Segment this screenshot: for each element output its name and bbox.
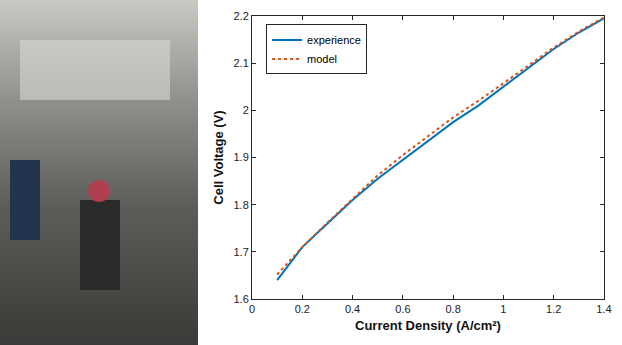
svg-text:0.6: 0.6 xyxy=(395,303,410,315)
svg-text:1.2: 1.2 xyxy=(546,303,561,315)
svg-text:0.4: 0.4 xyxy=(345,303,360,315)
svg-text:2: 2 xyxy=(243,104,249,116)
svg-text:1.8: 1.8 xyxy=(234,199,249,211)
svg-text:1.7: 1.7 xyxy=(234,246,249,258)
svg-text:0.8: 0.8 xyxy=(445,303,460,315)
svg-text:2.2: 2.2 xyxy=(234,10,249,22)
svg-text:Cell Voltage (V): Cell Voltage (V) xyxy=(211,110,226,204)
svg-text:0: 0 xyxy=(249,303,255,315)
svg-text:model: model xyxy=(307,53,337,65)
svg-text:Current Density (A/cm²): Current Density (A/cm²) xyxy=(355,318,501,333)
svg-text:1.9: 1.9 xyxy=(234,151,249,163)
svg-text:0.2: 0.2 xyxy=(295,303,310,315)
svg-text:2.1: 2.1 xyxy=(234,57,249,69)
svg-text:experience: experience xyxy=(307,34,361,46)
svg-text:1.6: 1.6 xyxy=(234,293,249,305)
svg-text:1.4: 1.4 xyxy=(596,303,611,315)
svg-text:1: 1 xyxy=(500,303,506,315)
